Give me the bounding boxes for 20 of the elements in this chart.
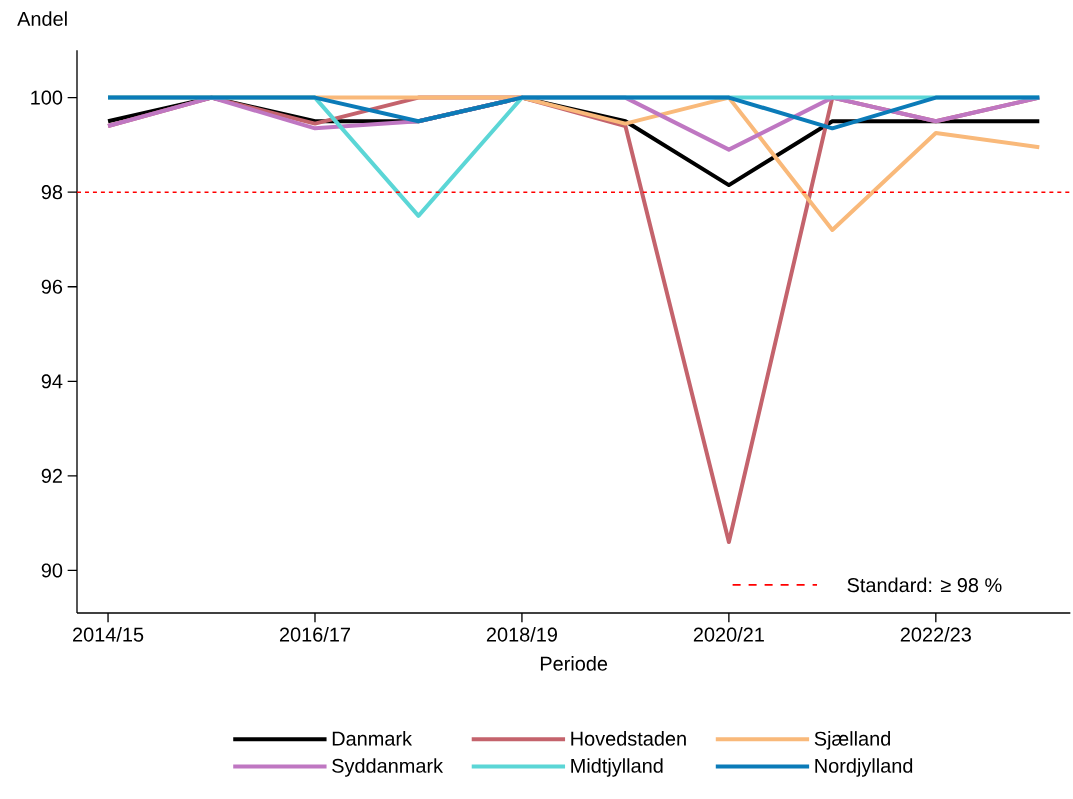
x-tick-label: 2020/21 [693, 627, 764, 642]
legend-label: Midtjylland [571, 758, 663, 777]
legend-label: Standard: ≥ 98 % [847, 577, 1002, 593]
legend-label: Hovedstaden [571, 731, 686, 746]
legend-label: Sjælland [814, 731, 890, 750]
x-tick-label: 2022/23 [900, 627, 971, 642]
legend-label: Syddanmark [332, 758, 444, 777]
y-tick-label: 92 [41, 468, 62, 483]
y-tick-label: 100 [31, 90, 63, 105]
legend-label: Nordjylland [815, 758, 913, 777]
y-tick-label: 96 [41, 279, 63, 294]
y-tick-label: 90 [41, 563, 63, 578]
x-tick-label: 2018/19 [486, 627, 557, 642]
x-tick-label: 2014/15 [73, 627, 144, 642]
y-axis-title: Andel [17, 11, 67, 26]
y-tick-label: 98 [41, 185, 63, 200]
x-tick-label: 2016/17 [279, 627, 350, 642]
legend-label: Danmark [332, 731, 413, 746]
x-axis-title: Periode [540, 656, 608, 671]
y-tick-label: 94 [41, 374, 63, 389]
